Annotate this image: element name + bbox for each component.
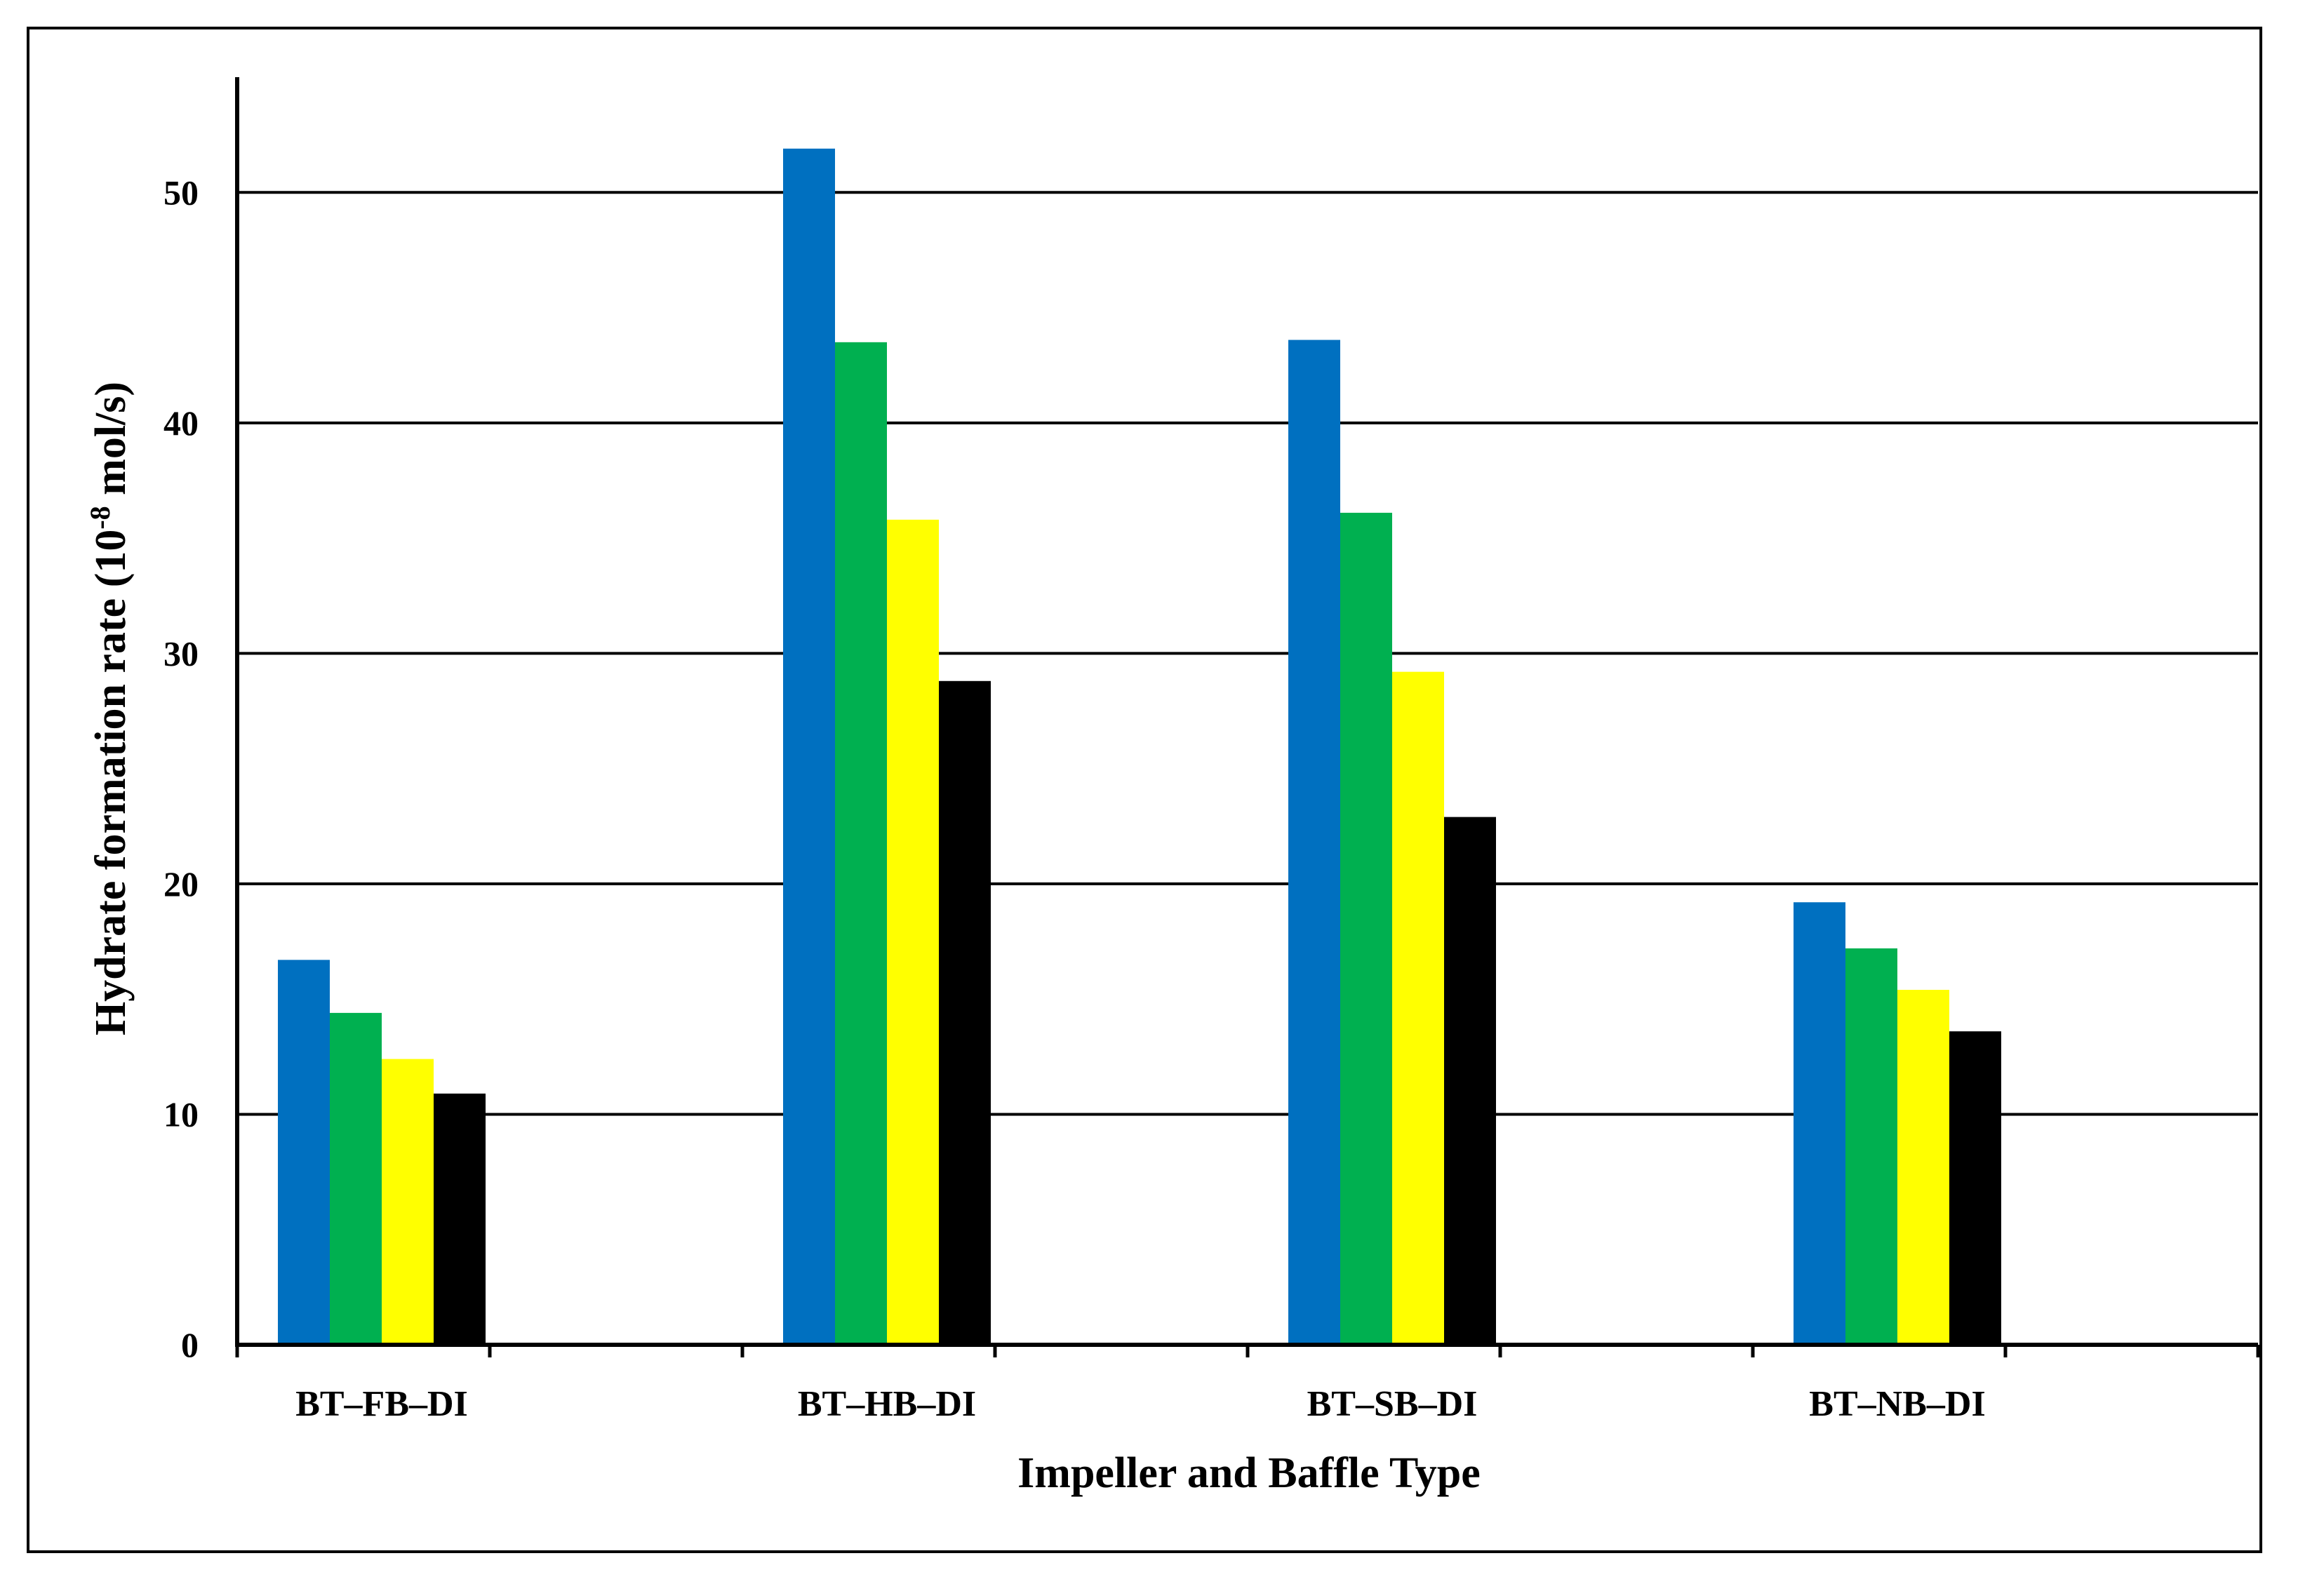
x-axis-title: Impeller and Baffle Type — [1017, 1449, 1481, 1497]
bar-series-4-2 — [939, 680, 991, 1345]
y-axis-title-unit: mol/s) — [87, 382, 135, 506]
y-tick-label: 20 — [163, 864, 199, 904]
y-tick-label: 30 — [163, 633, 199, 673]
category-label: BT–FB–DI — [295, 1384, 468, 1424]
bar-series-4-4 — [1949, 1031, 2001, 1345]
y-tick-label: 10 — [163, 1094, 199, 1134]
y-tick-label: 40 — [163, 403, 199, 443]
bar-series-3-4 — [1897, 990, 1949, 1345]
y-ticks: 0 10 20 30 40 50 — [163, 173, 199, 1364]
bar-series-1-4 — [1794, 902, 1845, 1345]
bar-series-3-1 — [382, 1059, 434, 1345]
category-label: BT–HB–DI — [798, 1384, 976, 1424]
bar-series-2-2 — [835, 342, 887, 1345]
bar-series-3-2 — [887, 519, 939, 1345]
y-tick-label: 50 — [163, 173, 199, 212]
bar-series-2-1 — [330, 1012, 382, 1345]
category-label: BT–NB–DI — [1809, 1384, 1985, 1424]
y-axis-title-main: Hydrate formation rate (10 — [87, 530, 135, 1035]
bar-series-3-3 — [1392, 671, 1444, 1345]
gridlines — [237, 191, 2258, 1116]
bar-series-1-1 — [278, 960, 330, 1345]
bar-series-4-3 — [1444, 817, 1496, 1345]
y-axis-title-exponent: -8 — [84, 506, 116, 529]
bars — [278, 148, 2001, 1345]
bar-series-4-1 — [434, 1093, 486, 1345]
y-tick-label: 0 — [181, 1325, 199, 1364]
bar-series-1-3 — [1288, 340, 1340, 1345]
x-ticks — [235, 1345, 2260, 1357]
category-labels: BT–FB–DI BT–HB–DI BT–SB–DI BT–NB–DI — [295, 1384, 1986, 1424]
y-axis-title: Hydrate formation rate (10-8 mol/s) — [84, 382, 135, 1035]
bar-series-2-4 — [1845, 948, 1897, 1345]
category-label: BT–SB–DI — [1307, 1384, 1478, 1424]
bar-series-2-3 — [1340, 512, 1392, 1345]
bar-series-1-2 — [783, 148, 835, 1345]
